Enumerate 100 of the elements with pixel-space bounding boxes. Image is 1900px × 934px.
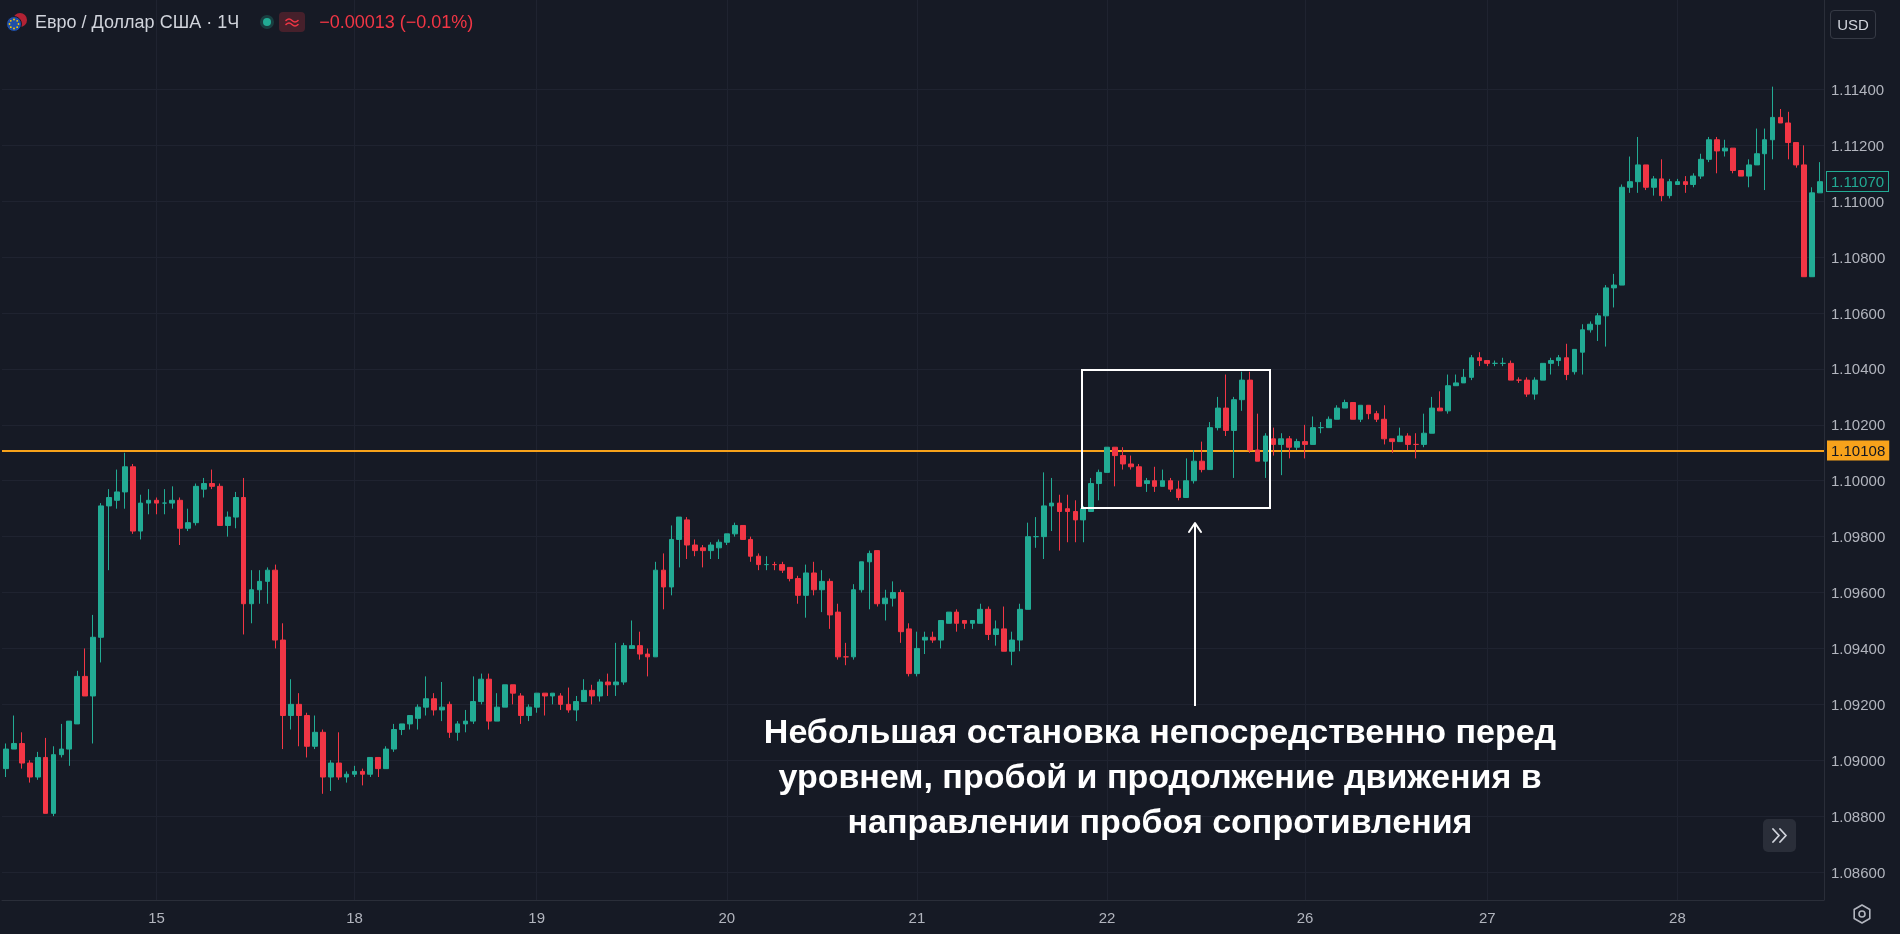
candlestick xyxy=(1207,421,1213,471)
candlestick xyxy=(740,524,746,540)
candlestick xyxy=(1191,449,1197,485)
candlestick xyxy=(843,642,849,666)
candlestick xyxy=(1429,396,1435,434)
candlestick xyxy=(1033,516,1039,549)
candlestick xyxy=(280,622,286,750)
candlestick xyxy=(1714,136,1720,174)
candlestick xyxy=(1469,354,1474,381)
candlestick xyxy=(1611,273,1617,308)
candlestick xyxy=(1374,410,1379,423)
candlestick xyxy=(225,510,231,538)
candlestick xyxy=(241,477,246,635)
y-tick-label: 1.10400 xyxy=(1831,360,1886,378)
candlestick xyxy=(1278,432,1284,476)
candlestick xyxy=(1453,374,1459,387)
y-tick-label: 1.10600 xyxy=(1831,304,1886,322)
candlestick xyxy=(732,522,738,538)
candlestick xyxy=(233,491,239,529)
candlestick xyxy=(494,692,500,722)
candlestick xyxy=(1128,455,1134,471)
candlestick xyxy=(977,603,983,624)
x-tick-label: 15 xyxy=(148,909,165,926)
candlestick xyxy=(1009,631,1015,666)
candlestick xyxy=(320,729,326,795)
candlestick xyxy=(1271,427,1276,457)
candlestick xyxy=(312,715,318,750)
candlestick xyxy=(1366,404,1371,420)
candlestick xyxy=(130,463,136,535)
candlestick xyxy=(1144,477,1150,493)
candlestick xyxy=(1540,362,1546,381)
candlestick xyxy=(375,756,381,778)
candlestick xyxy=(1389,438,1395,454)
candlestick xyxy=(1112,446,1118,487)
candlestick xyxy=(756,552,761,571)
candlestick xyxy=(700,544,706,568)
candlestick xyxy=(35,751,41,781)
candlestick xyxy=(177,497,183,546)
candlestick xyxy=(1722,139,1728,158)
y-tick-label: 1.10800 xyxy=(1831,248,1886,266)
candlestick xyxy=(787,566,793,582)
candlestick xyxy=(1643,164,1649,191)
candlestick xyxy=(1183,457,1189,499)
candlestick xyxy=(645,647,650,677)
candlestick xyxy=(27,759,33,784)
candlestick xyxy=(1413,432,1419,459)
candlestick xyxy=(1572,348,1577,376)
candlestick xyxy=(423,675,429,717)
annotation: Небольшая остановка непосредственно перед уровнем, пробой и продолжение движения в направлении пробоя сопротивления xyxy=(762,711,1558,842)
x-tick-label: 21 xyxy=(908,909,926,926)
candlestick xyxy=(1793,142,1799,169)
candlestick xyxy=(526,703,532,722)
candlestick xyxy=(1302,424,1308,459)
candlestick xyxy=(209,469,215,490)
candlestick xyxy=(1603,284,1609,348)
candlestick xyxy=(74,670,80,725)
candlestick xyxy=(1001,606,1007,652)
candlestick xyxy=(1286,435,1292,459)
candlestick xyxy=(1619,183,1625,286)
candlestick xyxy=(1025,522,1031,610)
candlestick xyxy=(906,622,912,677)
candlestick xyxy=(399,723,405,736)
candlestick xyxy=(1778,108,1783,124)
candlestick xyxy=(169,485,175,510)
candlestick xyxy=(613,642,619,697)
y-tick-label: 1.08600 xyxy=(1831,863,1886,881)
candlestick xyxy=(1176,480,1181,501)
candlestick xyxy=(201,477,207,499)
candlestick xyxy=(431,692,437,717)
candlestick xyxy=(1160,469,1165,487)
candlestick xyxy=(1548,357,1554,376)
candlestick xyxy=(296,692,302,747)
ref-line-label: 1.10108 xyxy=(1831,442,1886,460)
x-tick-label: 20 xyxy=(718,909,736,926)
candlestick xyxy=(1754,128,1760,166)
y-tick-label: 1.09600 xyxy=(1831,584,1886,602)
candlestick xyxy=(1326,415,1332,429)
candlestick xyxy=(684,516,690,560)
candlestick xyxy=(1168,477,1173,493)
candlestick xyxy=(930,631,936,644)
candlestick xyxy=(1080,505,1086,543)
candlestick xyxy=(257,569,262,605)
candlestick xyxy=(1580,323,1585,376)
candlestick xyxy=(3,742,9,778)
candlestick xyxy=(819,569,825,613)
candlestick xyxy=(795,575,801,605)
candlestick xyxy=(954,608,959,633)
candlestick xyxy=(1651,175,1657,197)
candlestick xyxy=(811,561,817,596)
candlestick xyxy=(653,561,658,658)
candlestick xyxy=(867,550,872,610)
text: −0.00013 (−0.01%) xyxy=(319,11,474,33)
candlestick xyxy=(779,561,785,574)
candlestick xyxy=(669,524,674,596)
x-tick-label: 18 xyxy=(346,909,363,926)
candlestick xyxy=(573,695,579,722)
candlestick xyxy=(51,745,56,817)
candlestick xyxy=(1595,312,1601,342)
candlestick xyxy=(455,720,460,742)
candlestick xyxy=(1247,371,1253,454)
